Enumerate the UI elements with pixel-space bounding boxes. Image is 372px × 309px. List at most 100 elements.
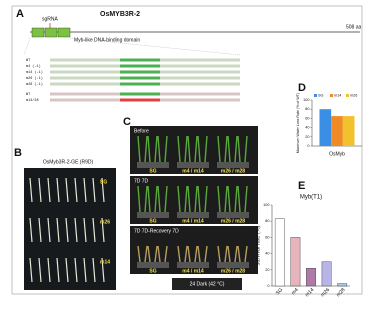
plant bbox=[164, 185, 168, 213]
plant bbox=[224, 135, 228, 163]
plant bbox=[144, 185, 148, 213]
plant bbox=[237, 245, 241, 263]
panel-label: D bbox=[298, 82, 306, 94]
seedling bbox=[101, 217, 105, 243]
y-tick-label: 0 bbox=[307, 144, 309, 148]
plant bbox=[157, 135, 161, 163]
seedling bbox=[56, 177, 60, 203]
pot bbox=[217, 212, 249, 218]
pot bbox=[137, 212, 169, 218]
plant bbox=[197, 185, 201, 213]
plant bbox=[177, 135, 181, 163]
legend-label: SG bbox=[318, 94, 324, 98]
seedling bbox=[47, 177, 51, 203]
plant bbox=[177, 245, 181, 263]
sequence-highlight bbox=[120, 70, 160, 74]
sgrna-label: sgRNA bbox=[42, 16, 59, 22]
plant bbox=[154, 245, 158, 263]
sequence-row-label: m14 (-1) bbox=[26, 70, 43, 75]
group-label: SG bbox=[149, 268, 156, 274]
domain-label: Myb-like DNA-binding domain bbox=[74, 37, 140, 43]
plant bbox=[244, 245, 248, 263]
group-label: m4 / m14 bbox=[182, 218, 204, 224]
seedling bbox=[47, 257, 51, 283]
sequence-row-label: m14/28 bbox=[26, 98, 39, 103]
frame bbox=[11, 5, 363, 295]
plant bbox=[154, 135, 158, 163]
plant bbox=[204, 245, 208, 263]
legend-swatch bbox=[330, 94, 333, 97]
plant bbox=[144, 245, 148, 263]
y-tick-label: 100 bbox=[263, 203, 269, 207]
plant bbox=[184, 245, 188, 263]
exon bbox=[57, 27, 71, 38]
seedling bbox=[29, 257, 33, 283]
sequence-row-label: WT bbox=[26, 93, 30, 97]
bar bbox=[274, 218, 285, 287]
pot bbox=[177, 212, 209, 218]
plant bbox=[217, 245, 221, 263]
plant bbox=[197, 135, 201, 163]
stage-label: 7D 7D-Recovery 7D bbox=[134, 228, 179, 234]
y-tick-label: 80 bbox=[265, 219, 269, 223]
pot bbox=[217, 162, 249, 168]
seedling bbox=[92, 257, 96, 283]
bar bbox=[290, 237, 301, 287]
pot bbox=[177, 162, 209, 168]
seedling bbox=[56, 257, 60, 283]
plant bbox=[147, 185, 151, 213]
plant bbox=[147, 245, 151, 263]
seedling bbox=[101, 257, 105, 283]
y-tick-label: 40 bbox=[265, 252, 269, 256]
plant bbox=[194, 135, 198, 163]
plant bbox=[187, 135, 191, 163]
sequence-highlight bbox=[120, 76, 160, 80]
panel-title: OsMyb3R-2-GE (R9D) bbox=[43, 159, 94, 165]
sequence-highlight bbox=[120, 82, 160, 86]
plant bbox=[237, 185, 241, 213]
seedling bbox=[74, 257, 78, 283]
plant bbox=[244, 185, 248, 213]
y-tick-label: 100 bbox=[303, 98, 309, 102]
legend-swatch bbox=[314, 94, 317, 97]
panel-label: A bbox=[16, 8, 24, 20]
x-tick-label: SG bbox=[275, 287, 284, 296]
group-label: m26 / m28 bbox=[221, 268, 245, 274]
group-label: SG bbox=[149, 218, 156, 224]
sequence-row-label: m26 (-1) bbox=[26, 76, 43, 81]
panel-label: B bbox=[14, 147, 22, 159]
chart-title: Myb(T1) bbox=[300, 195, 322, 201]
footer-text: 24 Dark (42 °C) bbox=[190, 281, 225, 287]
plant bbox=[224, 245, 228, 263]
legend-label: m26 bbox=[350, 94, 357, 98]
panel-label: E bbox=[298, 180, 305, 192]
bar bbox=[321, 261, 332, 287]
plant bbox=[184, 185, 188, 213]
panel-label: C bbox=[123, 116, 131, 128]
plant bbox=[217, 185, 221, 213]
plant bbox=[204, 185, 208, 213]
seedling bbox=[92, 177, 96, 203]
plant bbox=[184, 135, 188, 163]
exon bbox=[31, 27, 45, 38]
plant bbox=[157, 185, 161, 213]
plant bbox=[234, 185, 238, 213]
plant bbox=[137, 185, 141, 213]
stage-label: 7D 7D bbox=[134, 178, 149, 184]
seedling bbox=[65, 177, 69, 203]
seedling bbox=[38, 217, 42, 243]
sequence-highlight bbox=[120, 64, 160, 68]
seedling bbox=[56, 217, 60, 243]
group-label: m4 / m14 bbox=[182, 268, 204, 274]
plant bbox=[137, 135, 141, 163]
plant bbox=[244, 135, 248, 163]
legend-label: m14 bbox=[334, 94, 341, 98]
seedling bbox=[29, 177, 33, 203]
group-label: m26 / m28 bbox=[221, 168, 245, 174]
y-tick-label: 80 bbox=[305, 107, 309, 111]
bar bbox=[342, 116, 355, 146]
plant bbox=[164, 245, 168, 263]
plant bbox=[177, 185, 181, 213]
